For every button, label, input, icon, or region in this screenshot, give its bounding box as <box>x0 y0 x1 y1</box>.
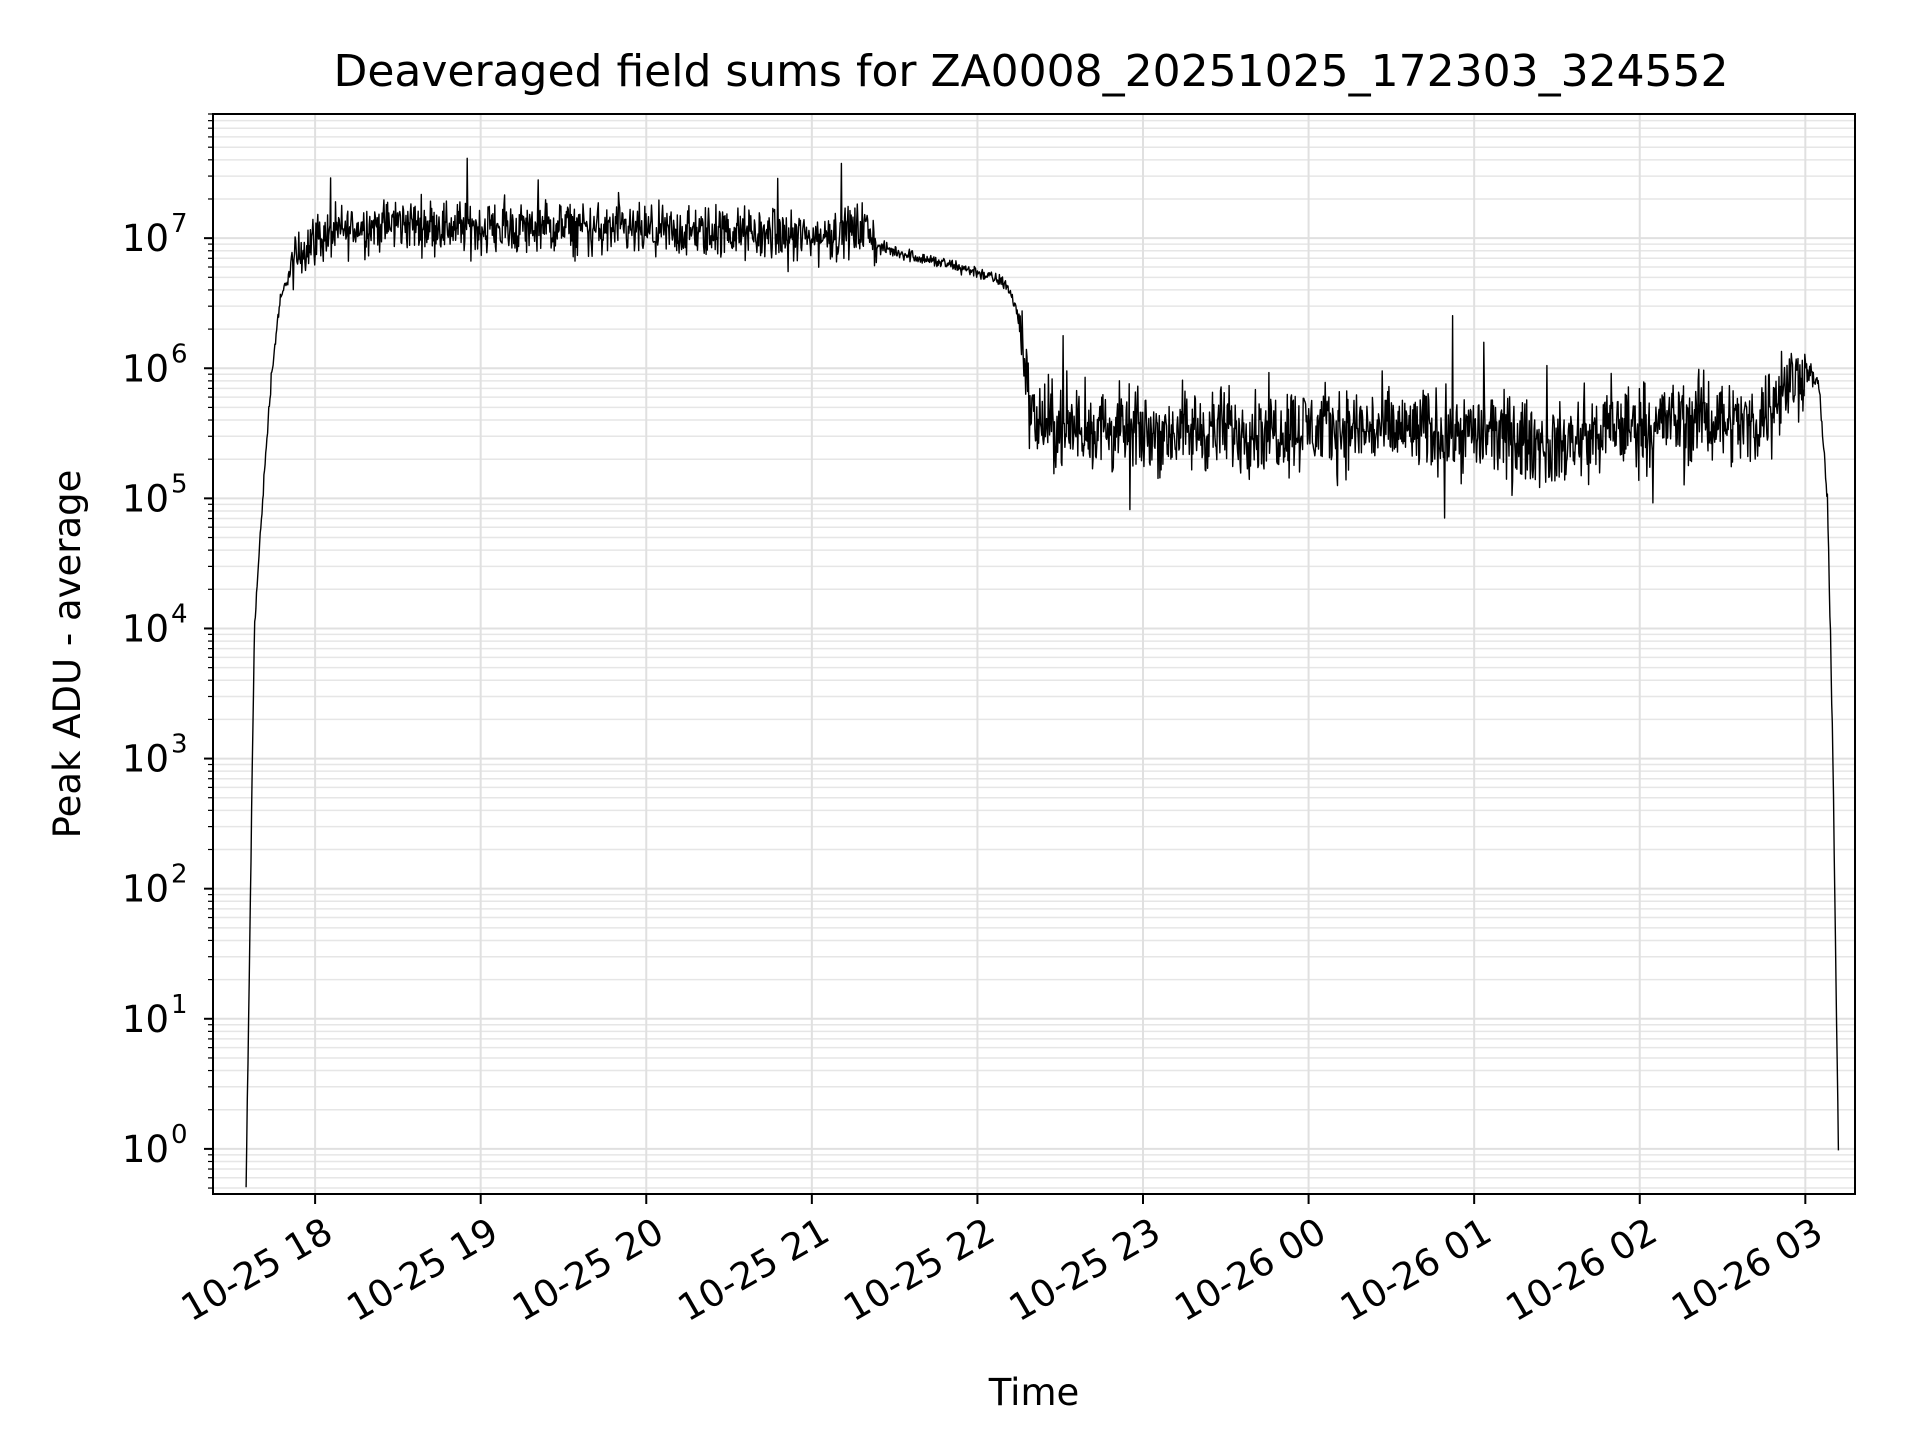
y-tick-label: 10 <box>122 217 169 260</box>
y-tick-label-exponent: 3 <box>171 730 188 760</box>
y-tick-label-exponent: 5 <box>171 469 188 499</box>
y-tick-label-exponent: 1 <box>171 990 188 1020</box>
y-tick-label-exponent: 7 <box>171 209 188 239</box>
y-tick-label-exponent: 4 <box>171 599 188 629</box>
grid <box>213 113 1855 1194</box>
y-tick-label-exponent: 0 <box>171 1120 188 1150</box>
y-tick-label-exponent: 2 <box>171 860 188 890</box>
y-tick-label: 10 <box>122 868 169 911</box>
y-tick-label: 10 <box>122 998 169 1041</box>
y-tick-label: 10 <box>122 347 169 390</box>
plot-frame <box>212 113 1856 1195</box>
x-axis-label: Time <box>988 1371 1080 1414</box>
y-tick-label: 10 <box>122 1128 169 1171</box>
y-tick-label-exponent: 6 <box>171 339 188 369</box>
chart-title: Deaveraged field sums for ZA0008_2025102… <box>333 46 1728 97</box>
y-tick-label: 10 <box>122 738 169 781</box>
series-line <box>245 157 1840 1188</box>
y-tick-label: 10 <box>122 477 169 520</box>
series-path <box>245 157 1840 1188</box>
y-tick-label: 10 <box>122 607 169 650</box>
y-axis-label: Peak ADU - average <box>46 470 89 839</box>
